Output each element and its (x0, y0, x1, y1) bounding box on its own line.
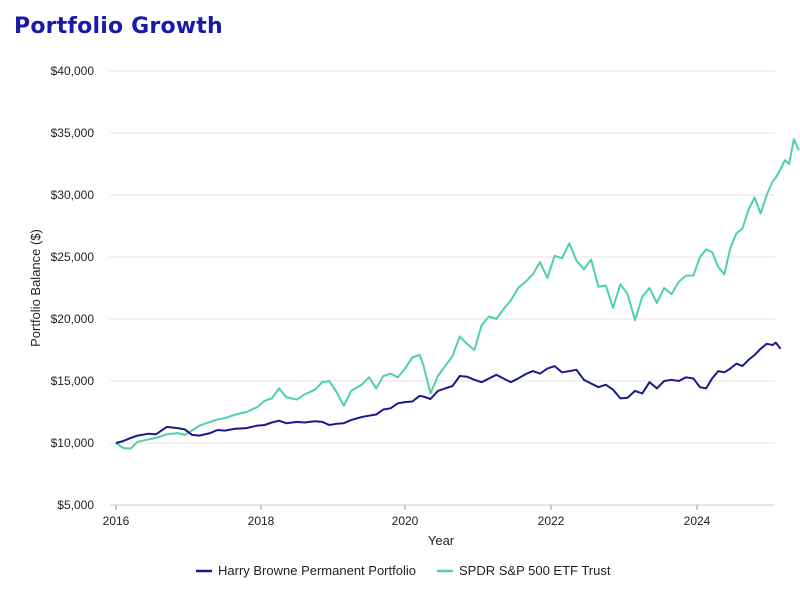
legend-label: Harry Browne Permanent Portfolio (218, 563, 416, 578)
series-lines (115, 138, 800, 450)
grid-lines (110, 70, 775, 506)
y-tick-label: $35,000 (51, 126, 95, 140)
y-tick-label: $30,000 (51, 188, 95, 202)
series-line-spdr (115, 138, 800, 450)
y-tick-label: $20,000 (51, 312, 95, 326)
y-axis-label: Portfolio Balance ($) (28, 229, 43, 347)
y-tick-label: $10,000 (51, 436, 95, 450)
x-axis-ticks: 2016 2018 2020 2022 2024 (103, 505, 711, 528)
y-axis-ticks: $5,000 $10,000 $15,000 $20,000 $25,000 $30,00… (51, 64, 95, 512)
legend-label: SPDR S&P 500 ETF Trust (459, 563, 611, 578)
x-axis-label: Year (428, 533, 455, 548)
x-tick-label: 2020 (392, 514, 419, 528)
x-tick-label: 2018 (248, 514, 275, 528)
y-tick-label: $40,000 (51, 64, 95, 78)
chart-title: Portfolio Growth (14, 14, 223, 39)
y-tick-label: $25,000 (51, 250, 95, 264)
x-tick-label: 2024 (684, 514, 711, 528)
x-tick-label: 2016 (103, 514, 130, 528)
y-tick-label: $15,000 (51, 374, 95, 388)
legend: Harry Browne Permanent Portfolio SPDR S&P… (196, 563, 611, 578)
x-tick-label: 2022 (538, 514, 565, 528)
series-line-harry-browne (115, 341, 782, 444)
y-tick-label: $5,000 (57, 498, 94, 512)
